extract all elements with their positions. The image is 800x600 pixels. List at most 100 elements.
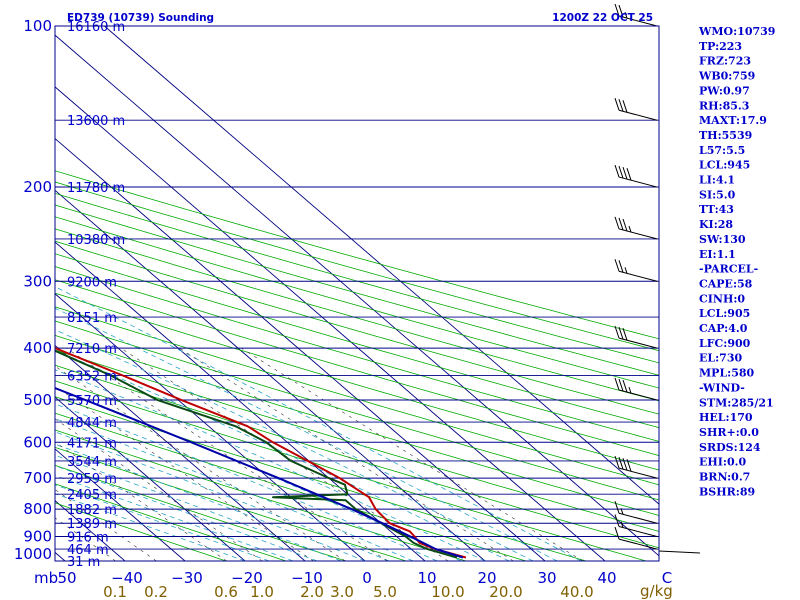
sounding-index-line: WMO:10739	[698, 25, 775, 38]
wind-barb-staff	[618, 512, 658, 524]
moist-adiabat	[55, 307, 558, 561]
wind-barb-staff	[618, 526, 658, 538]
sounding-index-line: LI:4.1	[699, 174, 735, 187]
sounding-index-line: STM:285/21	[699, 396, 774, 409]
height-label: 9200 m	[67, 275, 117, 290]
pressure-tick-label: 100	[23, 17, 52, 35]
wind-barb	[614, 325, 658, 349]
height-label: 4171 m	[67, 436, 117, 451]
height-label: 13600 m	[67, 114, 125, 129]
wind-barb-flag	[614, 526, 620, 540]
wind-barb-staff	[618, 109, 658, 121]
wind-barb-half-flag	[628, 225, 632, 233]
wind-barb	[614, 98, 658, 121]
wind-barb-staff	[618, 228, 658, 240]
height-label: 916 m	[67, 531, 109, 546]
sounding-index-line: EI:1.1	[699, 248, 736, 261]
wind-barb-flag	[622, 218, 628, 232]
height-label: 7210 m	[67, 342, 117, 357]
wind-barb-flag	[618, 99, 624, 112]
wind-barb-flag	[614, 216, 620, 230]
wind-barb-flag	[622, 328, 628, 341]
wind-barb-flag	[618, 4, 624, 18]
isotherm-line	[55, 86, 606, 561]
sounding-index-line: CAP:4.0	[699, 322, 748, 335]
wind-barb	[614, 259, 658, 282]
temperature-tick-label: −40	[111, 569, 143, 587]
sounding-index-line: -PARCEL-	[699, 263, 758, 276]
pressure-tick-label: 300	[23, 272, 52, 290]
pressure-tick-label: 700	[23, 469, 52, 487]
height-label: 3544 m	[67, 455, 117, 470]
mixing-ratio-label: 0.2	[144, 583, 168, 600]
moist-adiabat	[55, 443, 366, 561]
grid-lines	[55, 26, 659, 561]
temperature-axis: 50 −40 −30 −20 −10 0 10 20 30 40 C	[57, 569, 672, 587]
pressure-tick-label: 1000	[14, 545, 52, 563]
wind-barb-staff	[618, 176, 658, 188]
height-label: 1882 m	[67, 503, 117, 518]
sounding-index-line: EHI:0.0	[699, 456, 746, 469]
height-labels: 16160 m 13600 m 11780 m 10380 m 9200 m 8151 m…	[67, 20, 125, 570]
wind-barb	[614, 377, 658, 401]
temperature-tick-label: C	[662, 569, 672, 587]
wind-barb-flag	[618, 457, 624, 470]
mixing-ratio-label: 2.0	[300, 583, 324, 600]
mixing-ratio-label: 1.0	[250, 583, 274, 600]
wind-barb	[614, 501, 658, 524]
sounding-index-line: SRDS:124	[699, 441, 761, 454]
profiles	[55, 347, 467, 559]
wind-barb-staff	[618, 15, 658, 27]
wind-barb-half-flag	[620, 521, 624, 528]
wind-barb-flag	[614, 98, 620, 111]
sounding-index-line: KI:28	[699, 218, 733, 231]
temperature-tick-label: 50	[57, 569, 76, 587]
sounding-index-line: LCL:945	[699, 159, 750, 172]
wind-barb-flag	[618, 165, 624, 179]
mixing-ratio-label: 10.0	[431, 583, 464, 600]
wind-barb-half-flag	[624, 11, 628, 19]
sounding-index-line: MAXT:17.9	[699, 114, 767, 127]
isotherm-line	[55, 137, 546, 561]
height-label: 11780 m	[67, 181, 125, 196]
temperature-tick-label: −10	[291, 569, 323, 587]
isotherm-line	[55, 189, 486, 561]
sounding-index-line: LFC:900	[699, 337, 751, 350]
sounding-index-line: WB0:759	[698, 70, 755, 83]
wind-barb-half-flag	[624, 267, 628, 274]
parcel-profile	[55, 386, 464, 559]
wind-barb-flag	[614, 259, 620, 272]
mixing-ratio-label: 40.0	[560, 583, 593, 600]
height-label: 464 m	[67, 543, 109, 558]
pressure-tick-label: 500	[23, 391, 52, 409]
pressure-tick-label: 800	[23, 500, 52, 518]
wind-barb-staff	[618, 538, 658, 550]
sounding-index-line: SHR+:0.0	[699, 426, 759, 439]
moist-adiabat	[55, 329, 534, 561]
wind-barb-flag	[614, 164, 620, 178]
surface-wind-line	[658, 550, 701, 554]
wind-barb-flag	[622, 379, 628, 393]
height-label: 1389 m	[67, 517, 117, 532]
isotherm-line	[55, 448, 186, 561]
wind-barb-flag	[614, 3, 620, 17]
wind-barb	[614, 216, 658, 240]
sounding-index-line: BSHR:89	[699, 485, 755, 498]
wind-barb-flag	[626, 459, 632, 472]
sounding-index-line: TP:223	[699, 40, 742, 53]
sounding-index-line: RH:85.3	[699, 99, 749, 112]
wind-barb	[614, 3, 658, 27]
sounding-index-line: TH:5539	[699, 129, 752, 142]
mixing-ratio-label: 5.0	[373, 583, 397, 600]
mixing-ratio-label: 3.0	[330, 583, 354, 600]
isotherm-line	[104, 26, 659, 505]
isotherm-line	[55, 344, 306, 561]
temperature-tick-label: 0	[362, 569, 372, 587]
wind-barb-flag	[618, 326, 624, 340]
temperature-tick-label: 10	[417, 569, 436, 587]
temperature-tick-label: 20	[477, 569, 496, 587]
sounding-index-line: LCL:905	[699, 307, 750, 320]
wind-barb	[614, 455, 658, 479]
